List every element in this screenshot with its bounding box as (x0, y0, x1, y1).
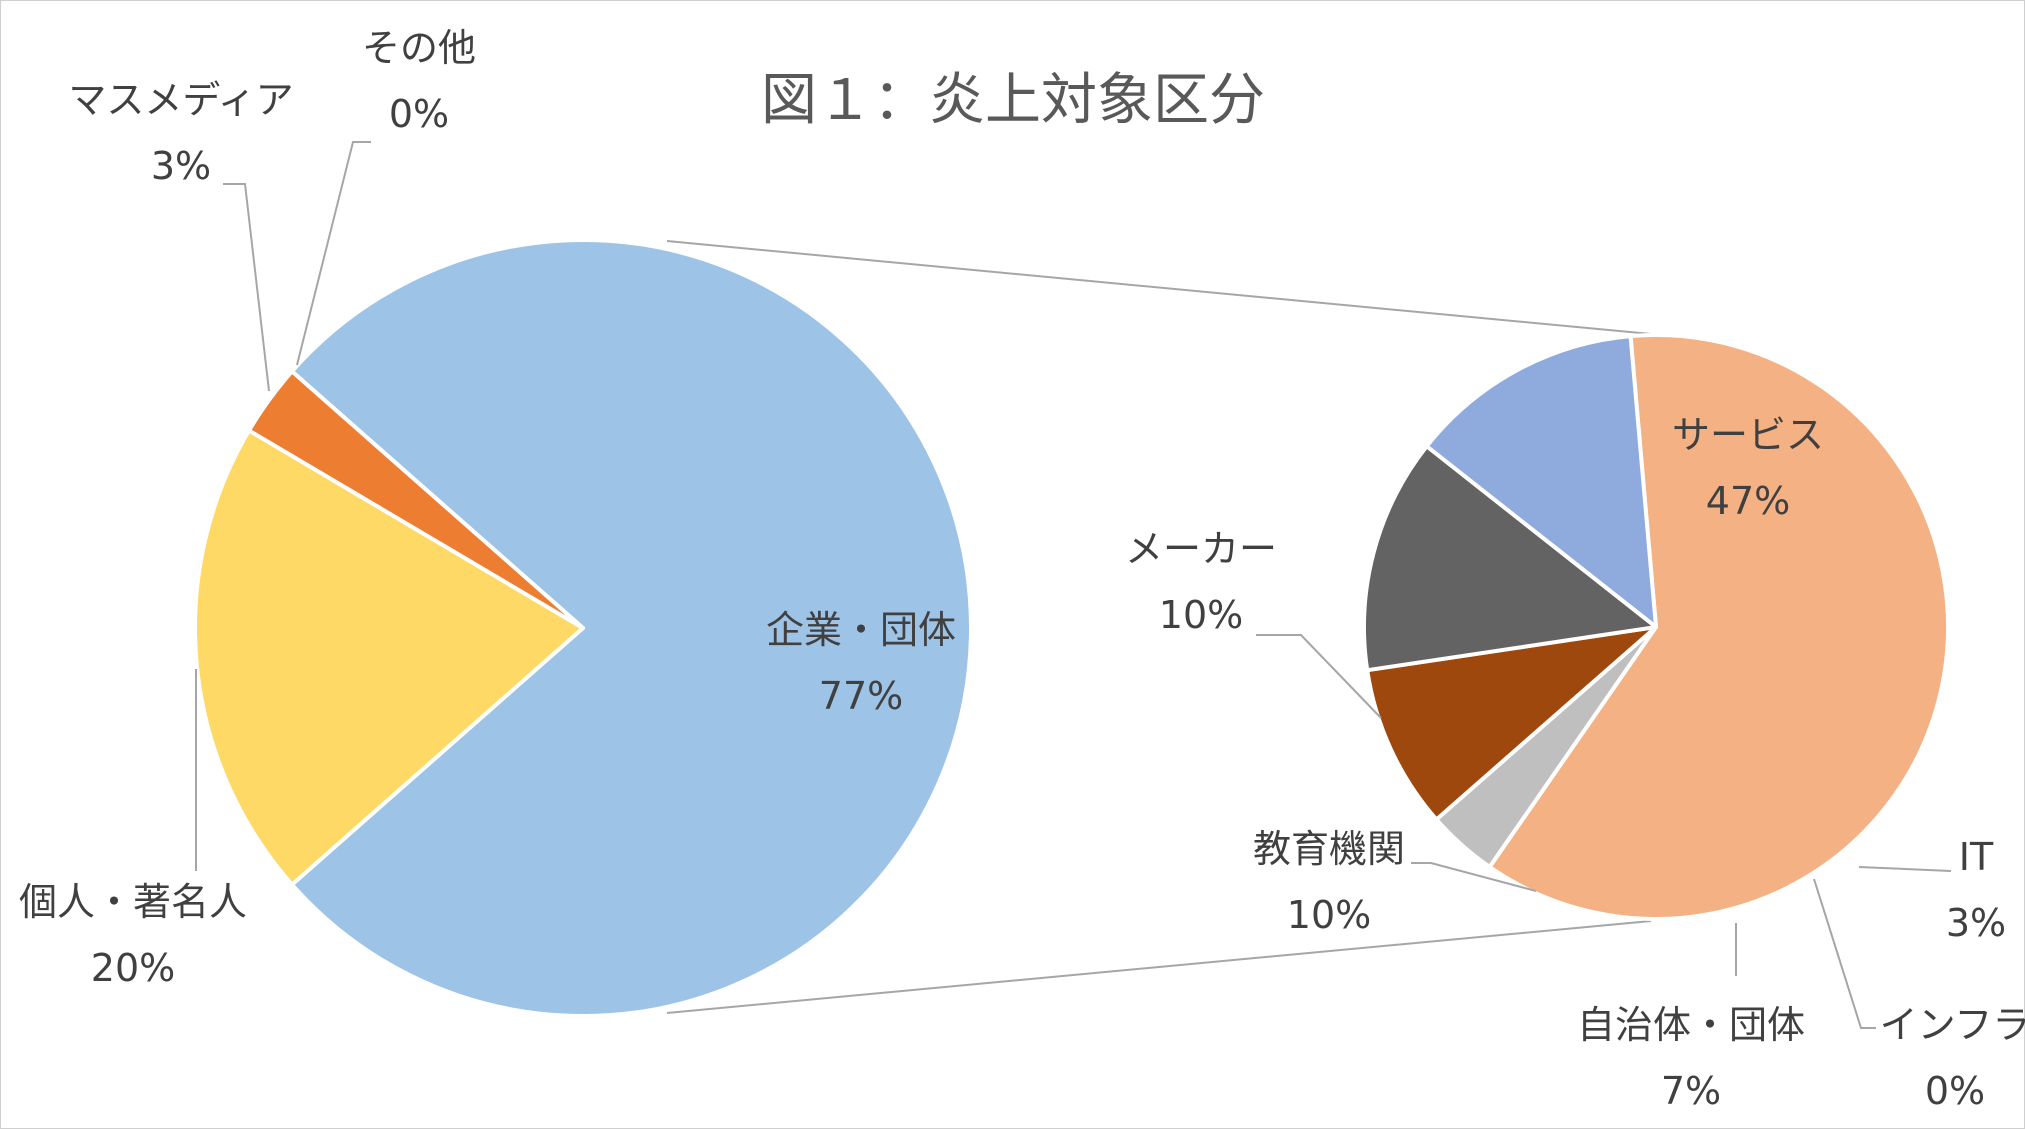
data-label-name-primary-2: マスメディア (68, 78, 293, 122)
connector-line-bottom (666, 920, 1652, 1014)
data-label-value-primary-3: 0% (389, 92, 449, 136)
data-label-name-secondary-4: 教育機関 (1253, 827, 1405, 871)
data-label-value-secondary-0: 47% (1706, 479, 1790, 523)
secondary-slice-4 (1362, 444, 1658, 673)
data-label-name-primary-3: その他 (362, 26, 476, 70)
connector-line-top (666, 240, 1652, 335)
data-label-value-primary-1: 20% (91, 946, 175, 990)
leader-line-p3 (296, 141, 371, 366)
secondary-pie (1362, 333, 1950, 921)
secondary-slice-5 (1424, 334, 1658, 629)
primary-slice-2 (247, 369, 585, 630)
data-labels: 企業・団体 77% 個人・著名人 20% マスメディア 3% その他 0% サービス 47% IT 3… (19, 26, 2025, 1113)
data-label-name-secondary-3: 自治体・団体 (1577, 1003, 1805, 1047)
data-label-name-secondary-1: IT (1959, 835, 1994, 879)
data-label-name-primary-0: 企業・団体 (766, 608, 956, 652)
leader-line-s4 (1411, 862, 1537, 892)
data-label-value-secondary-3: 7% (1661, 1069, 1721, 1113)
data-label-value-secondary-2: 0% (1925, 1069, 1985, 1113)
leader-line-p2 (223, 183, 270, 392)
secondary-slice-0 (1487, 333, 1950, 921)
leader-line-s1 (1858, 866, 1952, 872)
chart-title: 図１：炎上対象区分 (761, 68, 1265, 133)
connector-lines (666, 240, 1652, 1014)
leader-line-s2 (1813, 878, 1876, 1029)
data-label-value-primary-0: 77% (819, 674, 903, 718)
data-label-value-primary-2: 3% (151, 144, 211, 188)
data-label-value-secondary-1: 3% (1946, 901, 2006, 945)
data-label-value-secondary-5: 10% (1159, 593, 1243, 637)
data-label-name-secondary-5: メーカー (1125, 527, 1277, 571)
data-label-name-secondary-0: サービス (1672, 413, 1824, 457)
primary-slice-0 (289, 238, 973, 1018)
data-label-name-secondary-2: インフラ (1880, 1003, 2025, 1047)
data-label-value-secondary-4: 10% (1287, 893, 1371, 937)
primary-pie (193, 238, 973, 1018)
leader-lines (195, 141, 1952, 1029)
data-label-name-primary-1: 個人・著名人 (19, 880, 247, 924)
secondary-slice-3 (1365, 625, 1658, 822)
primary-slice-1 (193, 428, 585, 887)
leader-line-s5 (1256, 634, 1382, 719)
